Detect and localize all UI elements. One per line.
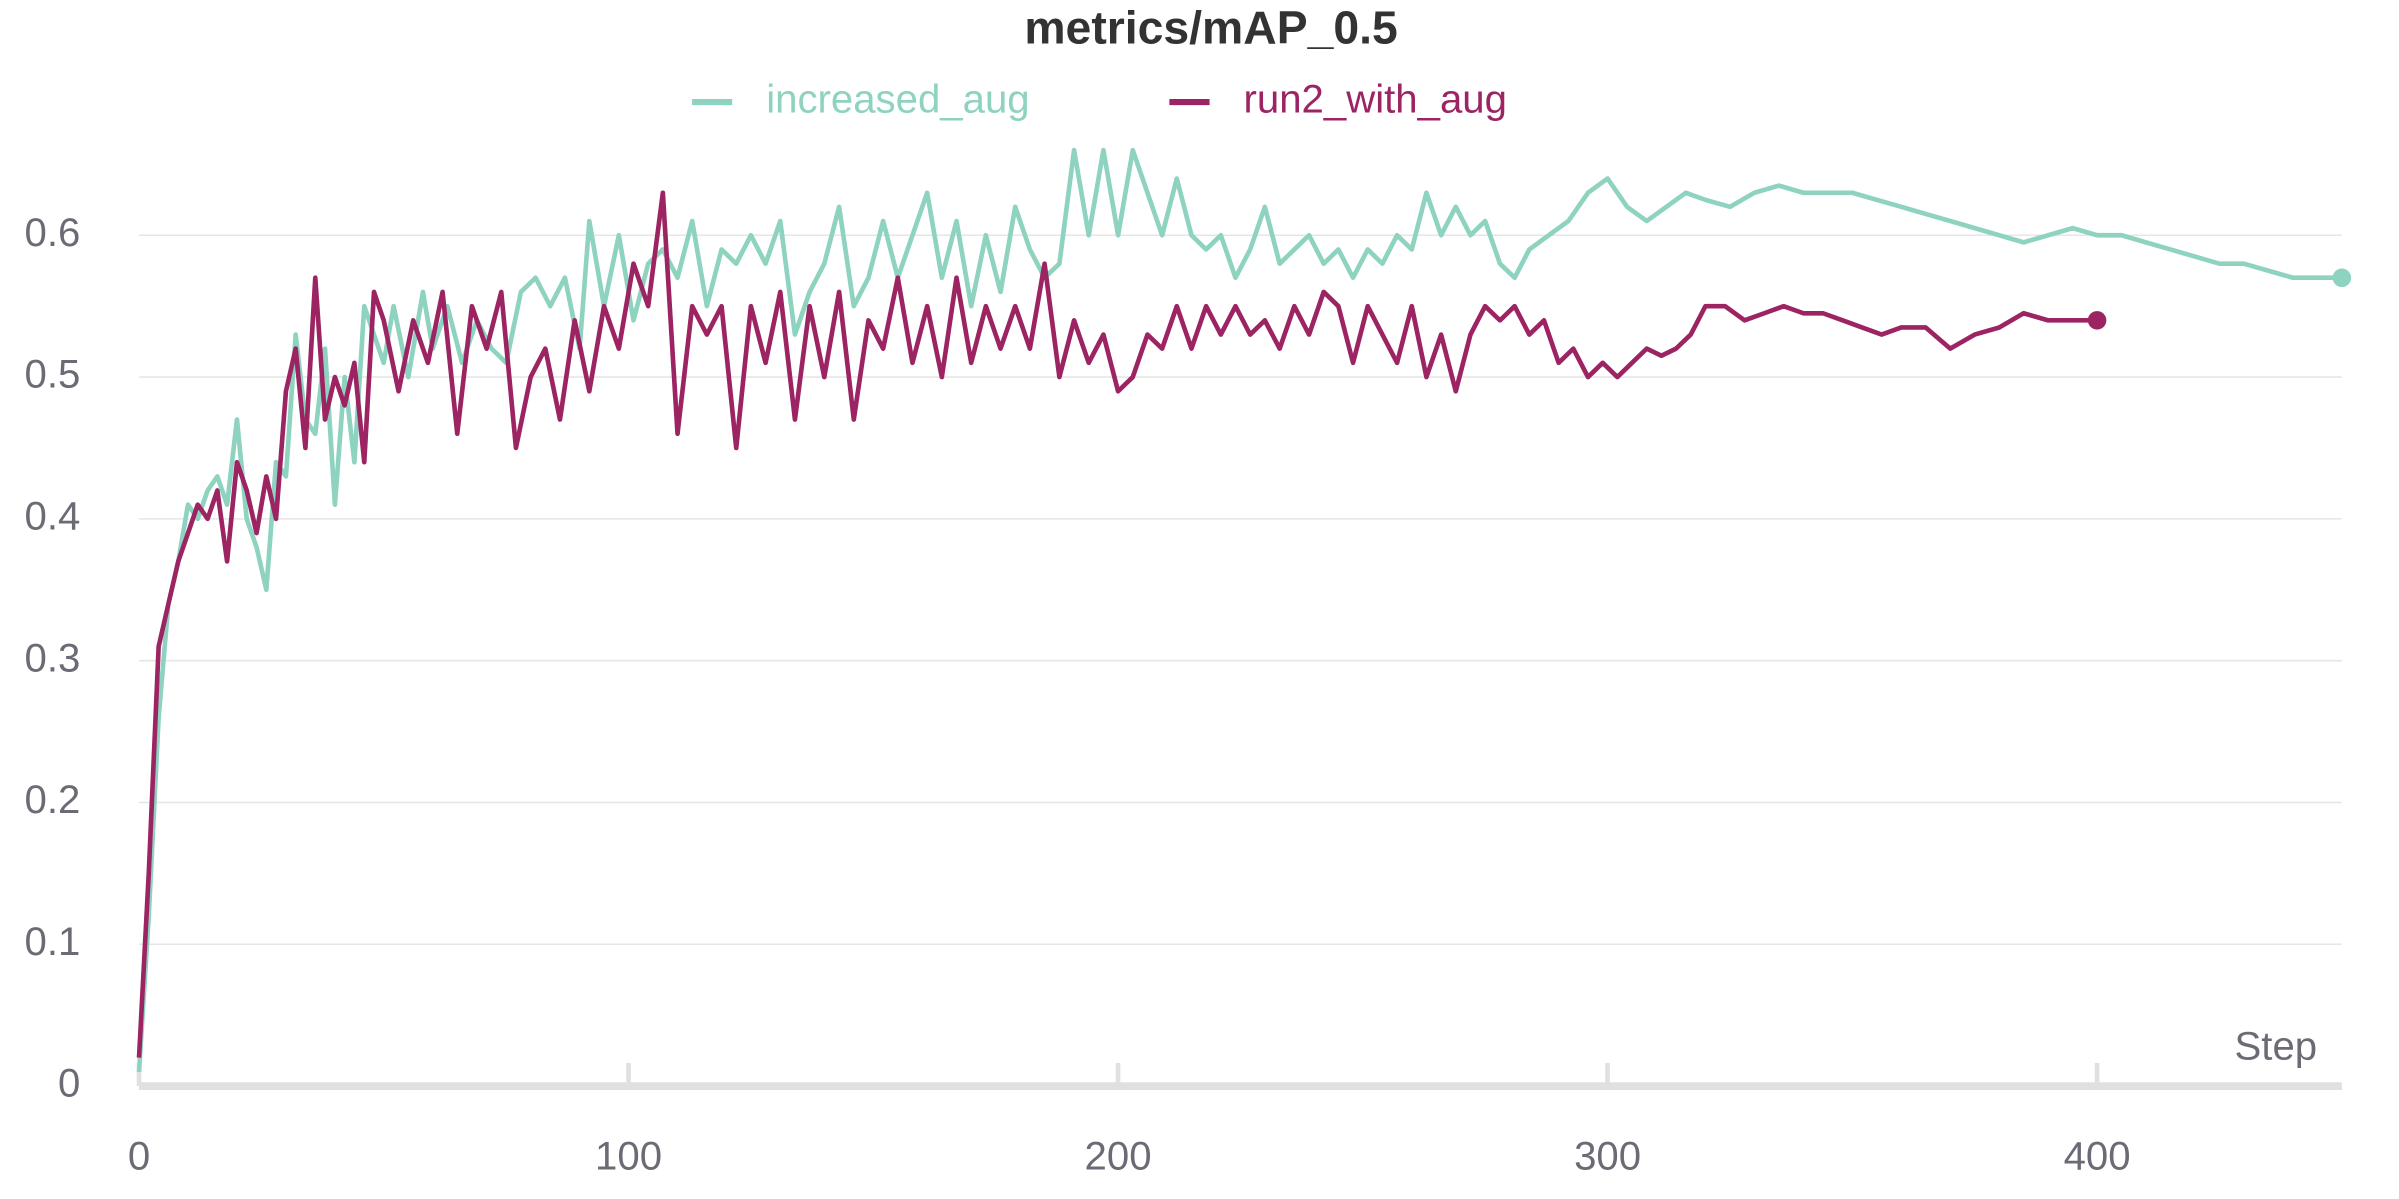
- series-line: [136, 147, 2342, 1073]
- x-tick-label: 400: [2064, 1133, 2131, 1178]
- y-tick-label: 0.3: [24, 635, 80, 680]
- series-line: [136, 190, 2098, 1058]
- x-tick-label: 300: [1574, 1133, 1641, 1178]
- end-point: [2332, 268, 2352, 288]
- legend-label: run2_with_aug: [1244, 77, 1507, 122]
- y-tick-label: 0.5: [24, 352, 80, 397]
- y-tick-label: 0.4: [24, 493, 80, 538]
- y-tick-label: 0.2: [24, 777, 80, 822]
- x-tick-label: 100: [595, 1133, 662, 1178]
- x-tick-label: 200: [1085, 1133, 1152, 1178]
- end-point: [2087, 311, 2107, 330]
- y-tick-label: 0: [58, 1061, 80, 1106]
- y-tick-label: 0.6: [24, 210, 80, 255]
- legend-label: increased_aug: [766, 77, 1029, 122]
- x-axis-label: Step: [2235, 1024, 2318, 1069]
- y-tick-label: 0.1: [24, 919, 80, 964]
- chart-title: metrics/mAP_0.5: [1024, 1, 1397, 53]
- x-tick-label: 0: [128, 1133, 150, 1178]
